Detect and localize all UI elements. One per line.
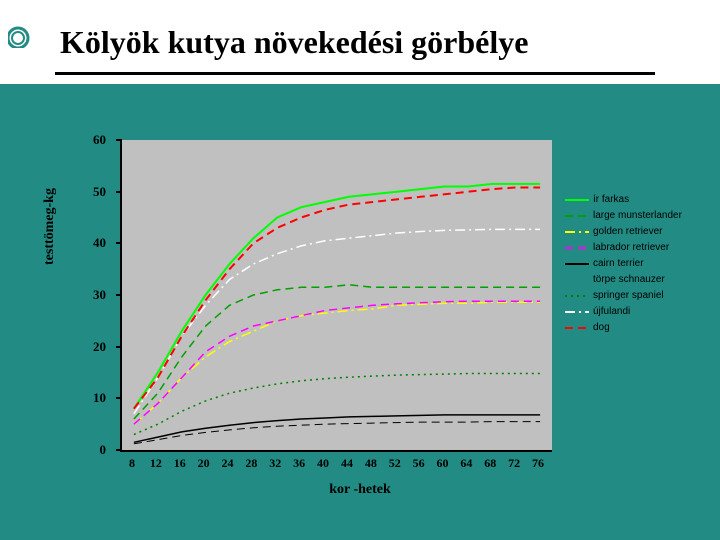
series-line <box>134 374 540 435</box>
legend-swatch-icon <box>565 306 589 318</box>
legend-item: törpe schnauzer <box>565 272 715 287</box>
plot-area <box>120 140 552 452</box>
legend-item: large munsterlander <box>565 208 715 223</box>
legend-label: springer spaniel <box>593 290 664 301</box>
x-tick-label: 76 <box>532 456 544 471</box>
x-tick-label: 40 <box>317 456 329 471</box>
legend-item: cairn terrier <box>565 256 715 271</box>
legend-label: large munsterlander <box>593 210 682 221</box>
legend-item: labrador retriever <box>565 240 715 255</box>
x-tick-label: 28 <box>245 456 257 471</box>
series-line <box>134 188 540 409</box>
legend-label: törpe schnauzer <box>593 274 665 285</box>
x-tick-label: 60 <box>437 456 449 471</box>
y-tick-label: 20 <box>76 339 106 355</box>
growth-chart: testtömeg-kg kor -hetek 0102030405060 81… <box>0 110 720 530</box>
legend-swatch-icon <box>565 258 589 270</box>
x-axis-label: kor -hetek <box>0 482 720 498</box>
slide-title: Kölyök kutya növekedési görbélye <box>60 24 680 61</box>
x-tick-label: 8 <box>129 456 135 471</box>
legend-label: újfulandi <box>593 306 630 317</box>
legend-item: ír farkas <box>565 192 715 207</box>
x-tick-label: 48 <box>365 456 377 471</box>
x-tick-label: 32 <box>269 456 281 471</box>
legend-item: újfulandi <box>565 304 715 319</box>
x-ticks: 8 12 16 20 24 28 32 36 40 44 48 52 56 60 64 68 72 76 <box>120 456 550 476</box>
y-tick-label: 0 <box>76 442 106 458</box>
legend-label: labrador retriever <box>593 242 669 253</box>
x-tick-label: 52 <box>389 456 401 471</box>
x-tick-label: 24 <box>222 456 234 471</box>
series-line <box>134 184 540 409</box>
legend-item: springer spaniel <box>565 288 715 303</box>
legend-label: cairn terrier <box>593 258 644 269</box>
x-tick-label: 36 <box>293 456 305 471</box>
x-tick-label: 20 <box>198 456 210 471</box>
legend-swatch-icon <box>565 290 589 302</box>
legend-swatch-icon <box>565 242 589 254</box>
legend-label: ír farkas <box>593 194 629 205</box>
y-tick-label: 10 <box>76 390 106 406</box>
legend-item: dog <box>565 320 715 335</box>
x-tick-label: 72 <box>508 456 520 471</box>
legend-label: dog <box>593 322 610 333</box>
slide: Kölyök kutya növekedési görbélye testtöm… <box>0 0 720 540</box>
legend-swatch-icon <box>565 194 589 206</box>
y-tick-label: 40 <box>76 235 106 251</box>
title-underline <box>55 72 655 75</box>
series-line <box>134 229 540 413</box>
x-tick-label: 68 <box>484 456 496 471</box>
series-line <box>134 285 540 419</box>
legend: ír farkas large munsterlander golden retri… <box>565 192 715 336</box>
series-line <box>134 422 540 444</box>
x-tick-label: 44 <box>341 456 353 471</box>
x-tick-label: 64 <box>460 456 472 471</box>
legend-swatch-icon <box>565 322 589 334</box>
legend-label: golden retriever <box>593 226 662 237</box>
corner-accent-icon <box>8 8 48 48</box>
x-tick-label: 56 <box>413 456 425 471</box>
x-tick-label: 12 <box>150 456 162 471</box>
y-axis-label: testtömeg-kg <box>42 188 58 265</box>
y-tick-label: 30 <box>76 287 106 303</box>
legend-swatch-icon <box>565 226 589 238</box>
legend-swatch-icon <box>565 210 589 222</box>
x-tick-label: 16 <box>174 456 186 471</box>
y-tick-label: 60 <box>76 132 106 148</box>
y-tick-label: 50 <box>76 184 106 200</box>
legend-swatch-icon <box>565 274 589 286</box>
series-line <box>134 415 540 442</box>
legend-item: golden retriever <box>565 224 715 239</box>
